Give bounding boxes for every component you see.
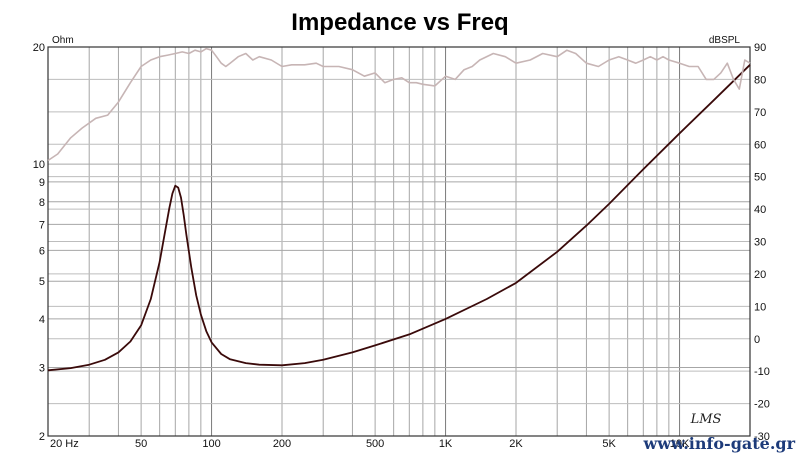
grid <box>47 46 751 437</box>
right-tick-label: -20 <box>754 399 770 411</box>
right-tick-label: 40 <box>754 204 766 216</box>
left-tick-label: 10 <box>33 159 45 171</box>
plot-frame <box>47 46 751 437</box>
right-axis-unit: dBSPL <box>709 35 741 46</box>
left-tick-label: 20 <box>33 42 45 54</box>
x-tick-label: 500 <box>366 438 384 450</box>
right-tick-label: 70 <box>754 107 766 119</box>
tick-labels: 2010987654329080706050403020100-10-20-30… <box>33 42 770 450</box>
right-tick-label: 10 <box>754 301 766 313</box>
right-tick-label: 90 <box>754 42 766 54</box>
watermark: www.info-gate.gr <box>643 434 796 453</box>
left-tick-label: 9 <box>39 177 45 189</box>
x-tick-label: 20 Hz <box>50 438 79 450</box>
left-tick-label: 4 <box>39 314 45 326</box>
x-tick-label: 200 <box>273 438 291 450</box>
x-tick-label: 10K <box>670 438 690 450</box>
chart-title: Impedance vs Freq <box>291 9 508 36</box>
left-tick-label: 3 <box>39 363 45 375</box>
right-tick-label: 60 <box>754 139 766 151</box>
x-tick-label: 50 <box>135 438 147 450</box>
left-tick-label: 7 <box>39 219 45 231</box>
lms-signature: LMS <box>690 412 722 427</box>
x-tick-label: 2K <box>509 438 523 450</box>
right-tick-label: 30 <box>754 237 766 249</box>
left-tick-label: 5 <box>39 276 45 288</box>
right-tick-label: 80 <box>754 74 766 86</box>
series <box>47 47 751 372</box>
left-tick-label: 8 <box>39 197 45 209</box>
spl-curve <box>47 47 751 162</box>
right-tick-label: 20 <box>754 269 766 281</box>
impedance-curve <box>47 64 751 372</box>
x-tick-label: 100 <box>202 438 220 450</box>
left-tick-label: 6 <box>39 245 45 257</box>
x-tick-label: 5K <box>602 438 616 450</box>
right-tick-label: 0 <box>754 334 760 346</box>
right-tick-label: 50 <box>754 172 766 184</box>
x-tick-label: 1K <box>439 438 453 450</box>
axes <box>47 46 751 437</box>
left-axis-unit: Ohm <box>52 35 74 46</box>
right-tick-label: -30 <box>754 431 770 443</box>
right-tick-label: -10 <box>754 366 770 378</box>
left-tick-label: 2 <box>39 431 45 443</box>
